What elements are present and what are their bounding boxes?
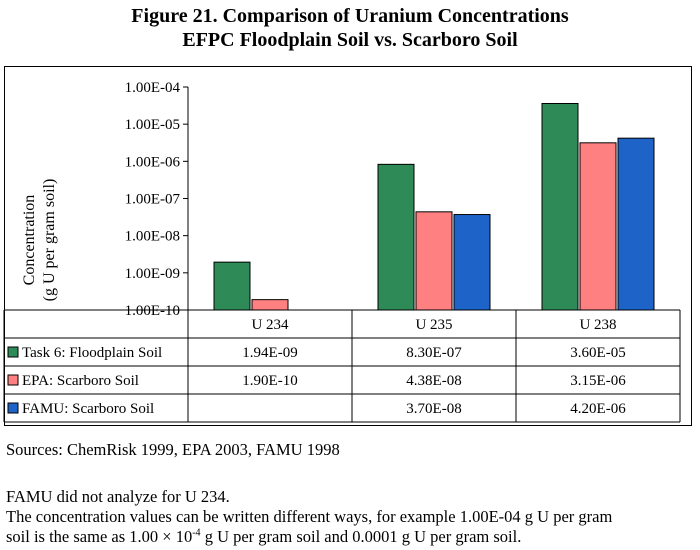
bar-2 <box>579 142 617 311</box>
footnote-notation-exponent: -4 <box>192 527 201 539</box>
footnote-notation-part-b: g U per gram soil and 0.0001 g U per gra… <box>200 527 522 546</box>
bar-1 <box>377 163 415 311</box>
x-category-label: U 238 <box>579 317 616 333</box>
legend-label: FAMU: Scarboro Soil <box>22 401 154 417</box>
data-value-label: 3.70E-08 <box>406 401 461 417</box>
y-axis-label-line2: (g U per gram soil) <box>41 178 58 302</box>
chart-title-line1: Figure 21. Comparison of Uranium Concent… <box>131 5 569 27</box>
x-category-label: U 234 <box>251 317 289 333</box>
data-value-label: 8.30E-07 <box>406 345 462 361</box>
bar-2 <box>251 299 289 311</box>
y-tick-label: 1.00E-08 <box>125 229 180 245</box>
y-tick-label: 1.00E-05 <box>125 117 180 133</box>
data-value-label: 4.38E-08 <box>406 373 461 389</box>
bar-3 <box>453 214 491 311</box>
data-value-label: 4.20E-06 <box>570 401 626 417</box>
footnote-famu: FAMU did not analyze for U 234. <box>6 487 230 506</box>
bar-2 <box>415 211 453 311</box>
y-axis-label-line1: Concentration <box>21 194 38 286</box>
y-tick-label: 1.00E-06 <box>125 154 181 170</box>
y-axis-label: Concentration (g U per gram soil) <box>20 165 95 315</box>
bar-1 <box>213 261 251 311</box>
chart-title-line2: EFPC Floodplain Soil vs. Scarboro Soil <box>182 29 518 51</box>
y-tick-label: 1.00E-07 <box>125 192 181 208</box>
data-value-label: 1.90E-10 <box>242 373 297 389</box>
legend-key-2 <box>7 374 19 386</box>
y-tick-label: 1.00E-04 <box>125 80 181 96</box>
footnote-notation-line2: soil is the same as 1.00 × 10-4 g U per … <box>6 527 521 547</box>
bar-3 <box>617 137 655 311</box>
bar-1 <box>541 102 579 311</box>
legend-key-1 <box>7 346 19 358</box>
legend-label: Task 6: Floodplain Soil <box>22 345 162 361</box>
chart-frame <box>4 66 692 426</box>
x-category-label: U 235 <box>415 317 452 333</box>
legend-label: EPA: Scarboro Soil <box>22 373 139 389</box>
footnote-notation-line1: The concentration values can be written … <box>6 507 613 526</box>
y-tick-label: 1.00E-10 <box>125 303 180 319</box>
y-tick-label: 1.00E-09 <box>125 266 180 282</box>
sources-note: Sources: ChemRisk 1999, EPA 2003, FAMU 1… <box>6 440 340 459</box>
footnote-notation-part-a: soil is the same as 1.00 × 10 <box>6 527 193 546</box>
data-value-label: 3.60E-05 <box>570 345 625 361</box>
legend-key-3 <box>7 402 19 414</box>
data-value-label: 1.94E-09 <box>242 345 297 361</box>
data-value-label: 3.15E-06 <box>570 373 626 389</box>
